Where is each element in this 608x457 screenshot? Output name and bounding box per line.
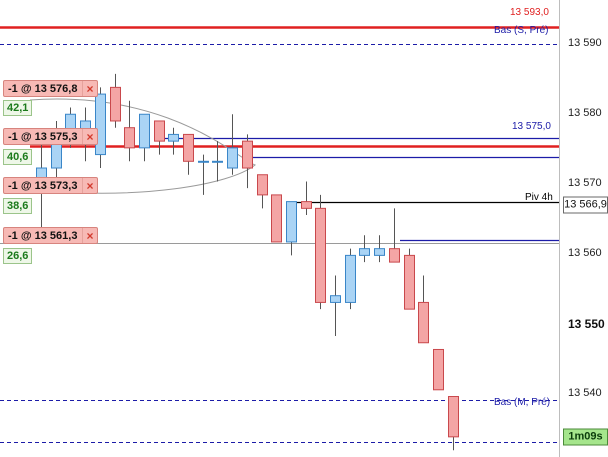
candle-body <box>271 194 282 243</box>
candle-body <box>198 160 209 163</box>
price-axis-tick: 13 540 <box>568 387 602 399</box>
order-pnl: 40,6 <box>3 149 33 165</box>
close-icon[interactable]: × <box>82 228 97 243</box>
candle-body <box>154 120 165 142</box>
candle-body <box>330 295 341 303</box>
candle-body <box>418 301 429 344</box>
order-text: -1 @ 13 575,3 <box>8 130 78 143</box>
close-icon[interactable]: × <box>82 81 97 96</box>
candle-body <box>242 140 253 169</box>
connector-curve <box>29 98 257 194</box>
candle-body <box>139 113 150 149</box>
order-pnl: 26,6 <box>3 248 33 264</box>
price-axis-tick: 13 560 <box>568 247 602 259</box>
candle-body <box>95 93 106 156</box>
price-axis-tick: 13 580 <box>568 107 602 119</box>
candle-body <box>404 254 415 310</box>
level-label: Piv 4h <box>525 192 553 203</box>
candle-body <box>315 207 326 303</box>
sell-order-tag[interactable]: -1 @ 13 573,3 × <box>3 177 98 194</box>
candle-body <box>301 201 312 209</box>
candle-body <box>227 147 238 169</box>
candle-body <box>183 133 194 162</box>
price-axis-separator <box>559 0 560 457</box>
order-text: -1 @ 13 561,3 <box>8 229 78 242</box>
order-pnl: 38,6 <box>3 198 33 214</box>
level-label: 13 575,0 <box>512 121 551 132</box>
level-label: 13 593,0 <box>510 7 549 18</box>
candle-body <box>359 248 370 256</box>
candle-body <box>448 396 459 438</box>
order-pnl: 42,1 <box>3 100 33 116</box>
level-label: Bas (M, Pré) <box>494 397 551 408</box>
sell-order-tag[interactable]: -1 @ 13 575,3 × <box>3 128 98 145</box>
close-icon[interactable]: × <box>82 129 97 144</box>
candle-body <box>257 174 268 196</box>
price-axis-tick: 13 590 <box>568 37 602 49</box>
candle-body <box>286 201 297 243</box>
candle-body <box>124 127 135 149</box>
candle-body <box>345 254 356 303</box>
sell-order-tag[interactable]: -1 @ 13 561,3 × <box>3 227 98 244</box>
candle-body <box>168 133 179 142</box>
order-text: -1 @ 13 576,8 <box>8 82 78 95</box>
candle-body <box>51 140 62 169</box>
bar-countdown-box: 1m09s <box>563 428 608 446</box>
current-price-box: 13 566,9 <box>563 196 608 214</box>
order-text: -1 @ 13 573,3 <box>8 179 78 192</box>
price-axis-tick: 13 550 <box>568 317 605 331</box>
candle-body <box>110 86 121 122</box>
candle-body <box>389 248 400 263</box>
level-label: Bas (S, Pré) <box>494 25 549 36</box>
price-axis-tick: 13 570 <box>568 177 602 189</box>
close-icon[interactable]: × <box>82 178 97 193</box>
candle-body <box>374 248 385 256</box>
candle-body <box>212 160 223 163</box>
sell-order-tag[interactable]: -1 @ 13 576,8 × <box>3 80 98 97</box>
candle-body <box>433 348 444 391</box>
